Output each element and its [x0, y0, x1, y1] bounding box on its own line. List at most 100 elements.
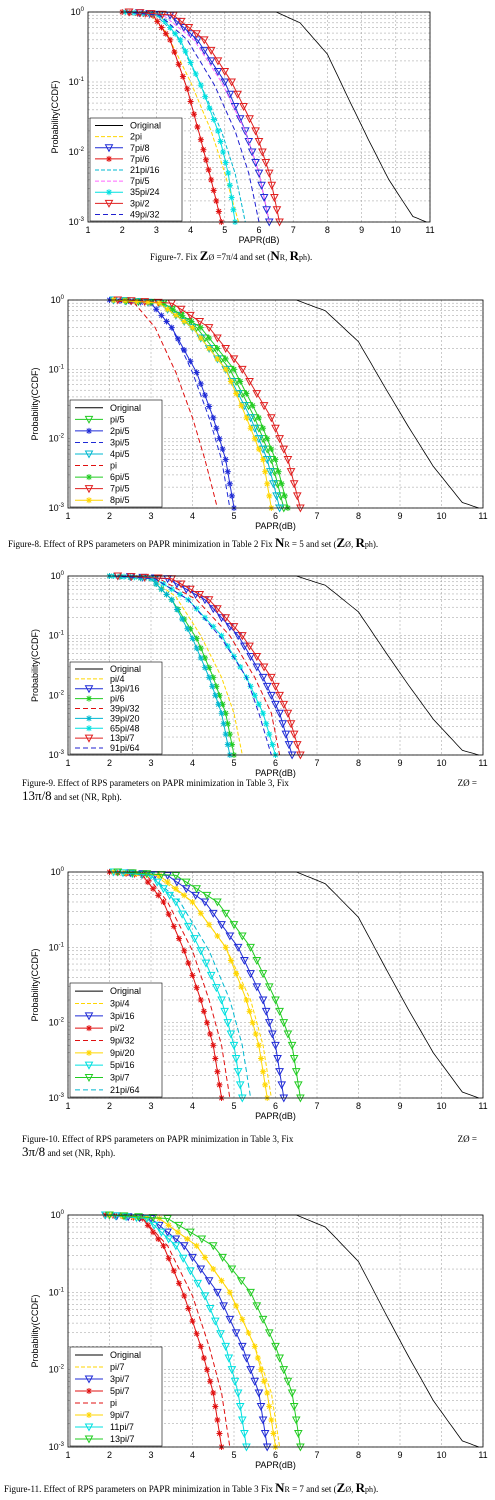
- data-point-65pi/48: [269, 741, 276, 748]
- data-point-13pi/16: [258, 673, 268, 682]
- data-point-13pi/7: [236, 1277, 246, 1286]
- data-point-3pi/7: [204, 1277, 214, 1286]
- data-point-6pi/5: [214, 345, 221, 352]
- data-point-pi/2: [207, 1031, 214, 1038]
- data-point-13pi/7: [291, 1416, 301, 1425]
- data-point-5pi/16: [223, 1019, 233, 1028]
- series-line-91pi/64: [113, 575, 272, 756]
- series-39pi/32: [113, 575, 281, 756]
- data-point-13pi/7: [163, 1215, 172, 1224]
- data-point-3pi/7: [157, 871, 166, 880]
- data-point-13pi/16: [271, 700, 280, 709]
- x-tick-label: 2: [107, 511, 112, 521]
- x-tick-label: 1: [65, 1101, 70, 1111]
- data-point-11pi/7: [233, 1389, 243, 1398]
- legend-label: 4pi/5: [110, 449, 130, 459]
- data-point-3pi/7: [252, 956, 262, 966]
- data-point-4pi/5: [269, 480, 278, 489]
- series-line-Original: [130, 575, 480, 756]
- plot-frame: [67, 871, 484, 1099]
- series-13pi/7: [105, 1211, 305, 1452]
- data-point-13pi/7: [259, 663, 269, 672]
- legend-label: 3pi/7: [110, 1073, 130, 1083]
- x-axis-label: PAPR(dB): [255, 1111, 296, 1121]
- data-point-5pi/16: [171, 898, 181, 907]
- data-point-13pi/16: [284, 741, 294, 750]
- x-axis-label: PAPR(dB): [255, 768, 296, 778]
- data-point-39pi/20: [158, 586, 165, 593]
- data-point-7pi/5: [252, 390, 262, 399]
- data-point-7pi/8: [247, 148, 257, 157]
- x-tick-label: 10: [391, 225, 401, 235]
- series-line-11pi/7: [105, 1214, 247, 1448]
- x-tick-label: 11: [478, 1101, 487, 1111]
- data-point-7pi/5: [275, 435, 284, 444]
- y-axis-label: Probability(CCDF): [30, 948, 40, 1021]
- data-point-9pi/7: [264, 1389, 271, 1396]
- series-line-3pi/7: [117, 871, 301, 1099]
- data-point-pi/2: [150, 885, 157, 892]
- legend-marker-pi/6: [86, 695, 92, 702]
- data-point-13pi/16: [225, 623, 235, 632]
- data-point-8pi/5: [247, 425, 254, 432]
- data-point-9pi/20: [227, 957, 234, 964]
- data-point-9pi/7: [226, 1289, 233, 1296]
- series-8pi/5: [110, 297, 275, 511]
- data-point-7pi/8: [199, 46, 209, 55]
- data-point-pi/2: [176, 935, 183, 942]
- x-tick-label: 6: [273, 1450, 278, 1460]
- legend-label: pi/5: [110, 414, 125, 424]
- legend-label: pi/7: [110, 1362, 125, 1372]
- legend-marker-7pi/6: [106, 155, 112, 162]
- data-point-3pi/7: [275, 1007, 284, 1016]
- data-point-8pi/5: [214, 355, 221, 362]
- data-point-13pi/16: [181, 585, 191, 594]
- data-point-13pi/7: [245, 642, 254, 651]
- data-point-13pi/16: [275, 709, 284, 718]
- data-point-3pi/7: [279, 1019, 289, 1028]
- data-point-35pi/24: [225, 170, 232, 177]
- y-tick-label: 10-3: [49, 1442, 65, 1452]
- data-point-35pi/24: [177, 36, 184, 43]
- data-point-39pi/20: [222, 731, 229, 738]
- data-point-7pi/5: [292, 492, 302, 501]
- data-point-13pi/7: [140, 573, 150, 582]
- data-point-7pi/8: [240, 127, 250, 136]
- data-point-7pi/6: [167, 36, 174, 43]
- data-point-9pi/20: [233, 970, 240, 977]
- data-point-8pi/5: [243, 414, 250, 421]
- data-point-7pi/6: [187, 98, 194, 105]
- series-3pi/7: [101, 1211, 272, 1452]
- data-point-35pi/24: [167, 24, 174, 31]
- data-point-5pi/7: [210, 1389, 217, 1396]
- legend-marker-pi/5: [84, 415, 94, 424]
- data-point-39pi/20: [168, 596, 175, 603]
- data-point-11pi/7: [227, 1366, 237, 1375]
- legend-marker-13pi/7: [84, 734, 94, 743]
- data-point-pi/2: [185, 960, 192, 967]
- data-point-3pi/7: [258, 1416, 268, 1425]
- legend-label: 2pi/5: [110, 426, 130, 436]
- data-point-3pi/2: [270, 194, 279, 203]
- data-point-2pi/5: [187, 358, 194, 365]
- data-point-3pi/7: [250, 1377, 260, 1386]
- data-point-3pi/7: [188, 1253, 197, 1262]
- x-tick-label: 8: [356, 511, 361, 521]
- y-tick-label: 10-1: [49, 1287, 65, 1297]
- series-7pi/6: [119, 9, 225, 225]
- x-tick-label: 11: [478, 511, 487, 521]
- data-point-5pi/7: [189, 1318, 196, 1325]
- data-point-9pi/7: [233, 1302, 240, 1309]
- legend-label: 3pi/5: [110, 437, 130, 447]
- data-point-13pi/16: [172, 580, 182, 589]
- data-point-6pi/5: [237, 378, 244, 385]
- y-tick-label: 100: [71, 7, 85, 17]
- data-point-9pi/20: [249, 1019, 256, 1026]
- data-point-5pi/7: [185, 1305, 192, 1312]
- data-point-3pi/16: [233, 943, 243, 952]
- x-tick-label: 7: [314, 511, 319, 521]
- x-tick-label: 9: [397, 758, 402, 768]
- series-line-7pi/5: [117, 299, 301, 509]
- data-point-7pi/5: [221, 344, 231, 354]
- legend-label: 21pi/64: [110, 1085, 140, 1095]
